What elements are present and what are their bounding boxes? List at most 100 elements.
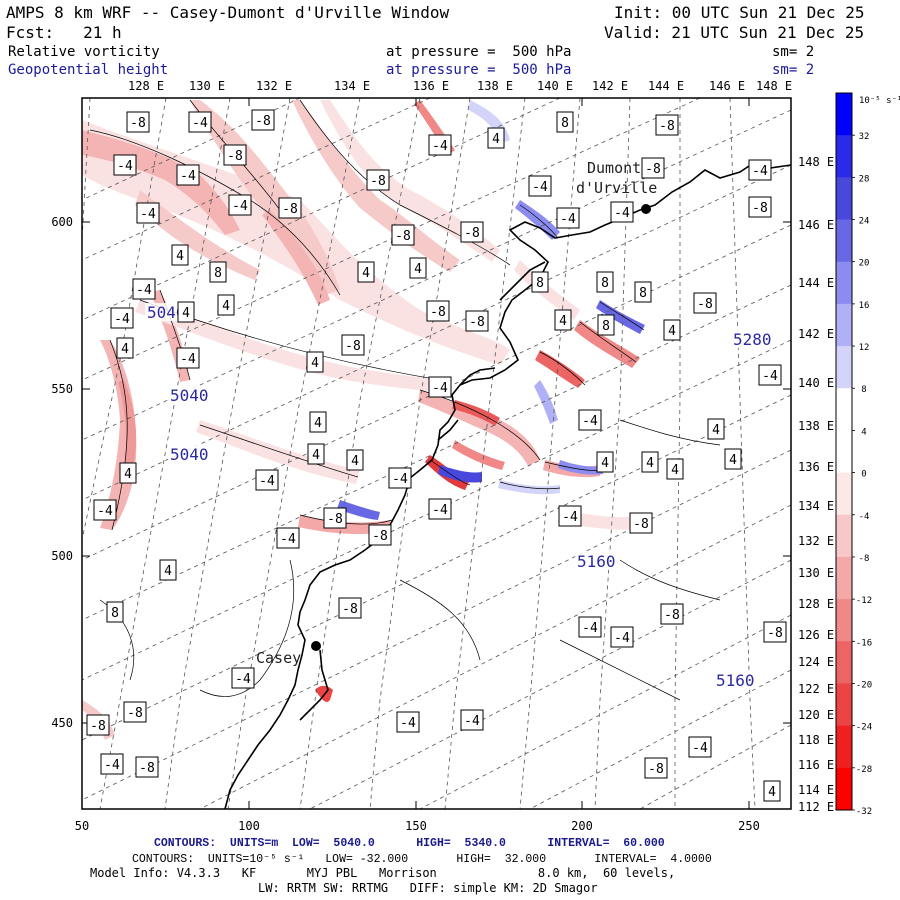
vorticity-contour-label: -4 <box>610 626 634 648</box>
vorticity-contour-label: -8 <box>223 144 247 166</box>
stations <box>311 204 651 651</box>
top-lon-label: 128 E <box>128 79 164 93</box>
svg-text:-4: -4 <box>432 503 448 518</box>
vorticity-contour-label: -4 <box>558 505 582 527</box>
right-lon-label: 118 E <box>798 733 834 747</box>
vorticity-contour-label: -8 <box>660 603 684 625</box>
map-frame <box>81 97 792 810</box>
svg-text:-8: -8 <box>697 297 713 312</box>
colorbar-label: -24 <box>856 723 872 733</box>
footer-physics: LW: RRTM SW: RRTMG DIFF: simple KM: 2D S… <box>258 881 598 895</box>
colorbar-swatch <box>836 135 852 178</box>
right-lon-label: 112 E <box>798 800 834 814</box>
svg-text:4: 4 <box>601 456 609 471</box>
svg-text:-4: -4 <box>180 352 196 367</box>
svg-text:4: 4 <box>492 132 500 147</box>
height-contour-label: 5160 <box>575 552 619 571</box>
top-lon-label: 132 E <box>256 79 292 93</box>
svg-text:-8: -8 <box>345 339 361 354</box>
bottom-x-tick-label: 200 <box>571 819 593 833</box>
svg-text:-4: -4 <box>97 504 113 519</box>
colorbar-swatch <box>836 641 852 684</box>
colorbar-swatch <box>836 767 852 811</box>
svg-text:-4: -4 <box>180 169 196 184</box>
footer-height-contours: CONTOURS: UNITS=m LOW= 5040.0 HIGH= 5340… <box>154 837 665 850</box>
svg-text:-8: -8 <box>255 114 271 129</box>
svg-text:5160: 5160 <box>577 552 616 571</box>
field2-smoothing: sm= 2 <box>772 62 815 78</box>
svg-text:5040: 5040 <box>170 445 209 464</box>
colorbar-swatch <box>836 303 852 347</box>
vorticity-contour-label: 8 <box>597 314 615 336</box>
vorticity-contour-label: 4 <box>217 294 235 316</box>
right-lon-label: 126 E <box>798 628 834 642</box>
vorticity-contour-label: 4 <box>663 319 681 341</box>
vorticity-contour-label: -4 <box>136 202 160 224</box>
svg-text:4: 4 <box>351 454 359 469</box>
colorbar-swatch <box>836 472 852 516</box>
svg-text:4: 4 <box>164 564 172 579</box>
vorticity-contour-label: -8 <box>465 310 489 332</box>
svg-text:4: 4 <box>729 453 737 468</box>
svg-text:-4: -4 <box>614 631 630 646</box>
vorticity-contour-label: -8 <box>693 292 717 314</box>
svg-text:8: 8 <box>111 606 119 621</box>
svg-text:-4: -4 <box>614 206 630 221</box>
colorbar-label: 12 <box>859 343 870 353</box>
vorticity-contour-label: 8 <box>596 271 614 293</box>
colorbar-label: -4 <box>859 512 870 522</box>
right-lon-label: 122 E <box>798 682 834 696</box>
vorticity-contour-label: -4 <box>578 409 602 431</box>
colorbar-swatch <box>836 346 852 389</box>
colorbar-swatch <box>836 683 852 727</box>
right-lon-label: 138 E <box>798 419 834 433</box>
svg-text:-8: -8 <box>327 512 343 527</box>
svg-text:-4: -4 <box>192 116 208 131</box>
top-lon-label: 138 E <box>477 79 513 93</box>
height-contour-label: 5040 <box>168 445 212 464</box>
svg-text:-4: -4 <box>259 474 275 489</box>
svg-text:-8: -8 <box>127 706 143 721</box>
top-lon-label: 130 E <box>189 79 225 93</box>
colorbar-label: 0 <box>861 470 866 480</box>
right-lon-label: 140 E <box>798 376 834 390</box>
vorticity-contour-label: -4 <box>748 159 772 181</box>
vorticity-contour-label: 4 <box>357 261 375 283</box>
vorticity-contour-label: -4 <box>556 207 580 229</box>
vorticity-contour-label: -8 <box>251 109 275 131</box>
colorbar-label: 4 <box>861 427 866 437</box>
vorticity-contour-label: -8 <box>123 701 147 723</box>
svg-text:-4: -4 <box>560 212 576 227</box>
colorbar-label: 24 <box>859 217 870 227</box>
field1-name: Relative vorticity <box>8 44 160 60</box>
right-lon-label: 124 E <box>798 655 834 669</box>
svg-text:-4: -4 <box>280 532 296 547</box>
svg-text:5280: 5280 <box>733 330 772 349</box>
vorticity-contour-label: -8 <box>641 157 665 179</box>
svg-text:-8: -8 <box>395 229 411 244</box>
footer-model-info: Model Info: V4.3.3 KF MYJ PBL Morrison 8… <box>90 866 676 880</box>
svg-text:4: 4 <box>362 266 370 281</box>
top-lon-label: 146 E <box>709 79 745 93</box>
svg-text:-8: -8 <box>633 517 649 532</box>
svg-text:8: 8 <box>561 116 569 131</box>
vorticity-contour-label: -4 <box>176 164 200 186</box>
right-lon-label: 142 E <box>798 327 834 341</box>
vorticity-contour-label: 8 <box>209 261 227 283</box>
colorbar-swatch <box>836 430 852 474</box>
top-lon-label: 136 E <box>413 79 449 93</box>
svg-text:-8: -8 <box>648 762 664 777</box>
svg-text:8: 8 <box>602 319 610 334</box>
vorticity-contour-label: -8 <box>86 714 110 736</box>
svg-text:-4: -4 <box>114 312 130 327</box>
vorticity-contour-label: 4 <box>596 451 614 473</box>
svg-text:8: 8 <box>536 276 544 291</box>
station-dumont-marker <box>641 204 651 214</box>
bottom-x-tick-label: 50 <box>75 819 89 833</box>
svg-text:4: 4 <box>712 423 720 438</box>
colorbar-label: -8 <box>859 554 870 564</box>
vorticity-contour-label: -4 <box>396 711 420 733</box>
vorticity-contour-label: 4 <box>487 127 505 149</box>
svg-text:-4: -4 <box>104 758 120 773</box>
colorbar-label: -12 <box>856 596 872 606</box>
